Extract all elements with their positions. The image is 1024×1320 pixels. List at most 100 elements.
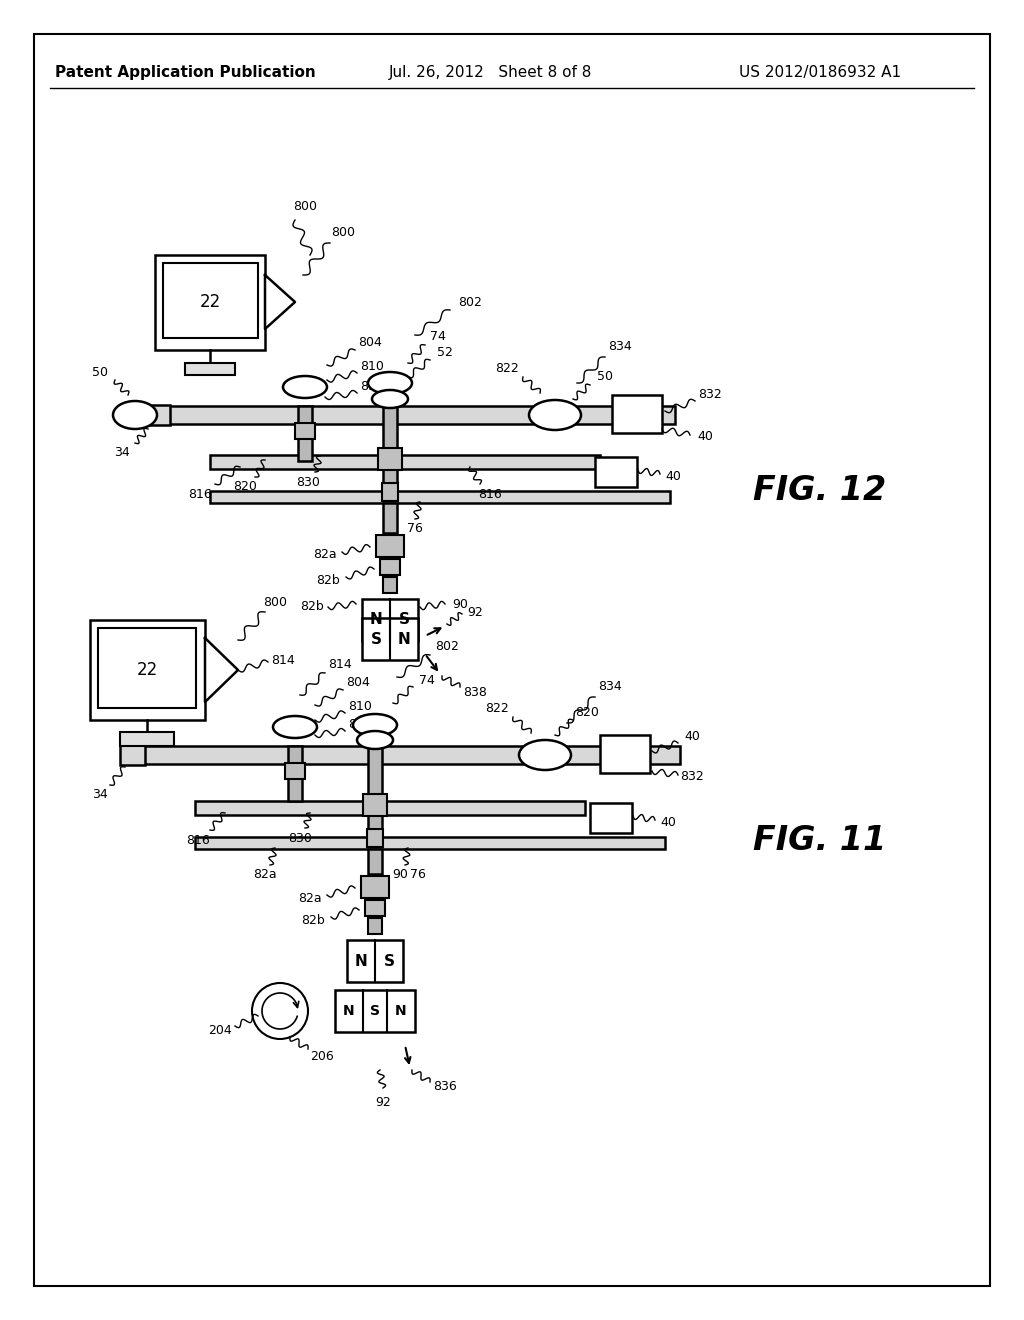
Bar	[185, 363, 234, 375]
Bar	[298, 407, 312, 461]
Text: 816: 816	[478, 487, 502, 500]
Text: 34: 34	[92, 788, 108, 801]
Bar	[595, 457, 637, 487]
Text: 206: 206	[310, 1049, 334, 1063]
Text: 82b: 82b	[316, 573, 340, 586]
Bar	[155, 407, 675, 424]
Bar	[195, 801, 585, 814]
Bar	[382, 483, 398, 502]
Bar	[361, 876, 389, 898]
Text: 90: 90	[452, 598, 468, 610]
Text: 838: 838	[463, 685, 487, 698]
Bar	[210, 491, 670, 503]
Bar	[195, 837, 665, 849]
Text: 40: 40	[697, 430, 713, 444]
Text: N: N	[354, 953, 368, 969]
Text: 802: 802	[435, 640, 459, 653]
Polygon shape	[265, 275, 295, 329]
Text: 834: 834	[598, 681, 622, 693]
Bar	[347, 940, 403, 982]
Circle shape	[252, 983, 308, 1039]
Text: 814: 814	[328, 659, 352, 672]
Text: 82a: 82a	[313, 548, 337, 561]
Ellipse shape	[283, 376, 327, 399]
Text: 82a: 82a	[298, 891, 322, 904]
Ellipse shape	[529, 400, 581, 430]
Text: 816: 816	[186, 833, 210, 846]
Text: 810: 810	[360, 360, 384, 374]
Ellipse shape	[368, 372, 412, 393]
Text: 204: 204	[208, 1024, 231, 1038]
Text: 830: 830	[288, 832, 312, 845]
Text: 76: 76	[410, 869, 426, 882]
Text: 50: 50	[597, 371, 613, 384]
Bar	[288, 746, 302, 801]
Text: 92: 92	[375, 1096, 391, 1109]
Bar	[367, 829, 383, 847]
Bar	[368, 849, 382, 874]
Bar	[210, 455, 600, 469]
Bar	[285, 763, 305, 779]
Text: 830: 830	[296, 475, 319, 488]
Text: S: S	[384, 953, 394, 969]
Text: 40: 40	[660, 816, 676, 829]
Bar	[120, 733, 174, 746]
Text: 820: 820	[233, 480, 257, 494]
Text: 22: 22	[200, 293, 220, 312]
Bar	[590, 803, 632, 833]
Text: 814: 814	[271, 653, 295, 667]
Text: 74: 74	[430, 330, 445, 343]
Bar	[376, 535, 404, 557]
Text: N: N	[370, 612, 382, 627]
Bar	[120, 744, 145, 766]
Ellipse shape	[353, 714, 397, 737]
Bar	[163, 263, 258, 338]
Text: 810: 810	[348, 701, 372, 714]
Text: 74: 74	[419, 673, 435, 686]
Bar	[600, 735, 650, 774]
Text: 834: 834	[608, 341, 632, 354]
Text: N: N	[395, 1005, 407, 1018]
Text: 836: 836	[433, 1081, 457, 1093]
Bar	[612, 395, 662, 433]
Text: N: N	[343, 1005, 354, 1018]
Bar	[145, 405, 170, 425]
Text: 804: 804	[346, 676, 370, 689]
Text: N: N	[397, 631, 411, 647]
Bar	[155, 255, 265, 350]
Text: Patent Application Publication: Patent Application Publication	[54, 65, 315, 79]
Text: 832: 832	[680, 771, 703, 784]
Text: 812: 812	[360, 380, 384, 393]
Text: 22: 22	[136, 661, 158, 678]
Text: 812: 812	[348, 718, 372, 731]
Bar	[362, 599, 418, 642]
Text: 820: 820	[575, 706, 599, 719]
Text: S: S	[398, 612, 410, 627]
Polygon shape	[205, 638, 238, 702]
Bar	[380, 558, 400, 576]
Text: 82b: 82b	[300, 601, 324, 614]
Bar	[383, 503, 397, 533]
Text: 40: 40	[684, 730, 700, 743]
Bar	[365, 900, 385, 916]
Ellipse shape	[519, 741, 571, 770]
Text: 800: 800	[263, 595, 287, 609]
Text: 92: 92	[467, 606, 483, 619]
Ellipse shape	[113, 401, 157, 429]
Bar	[295, 422, 315, 440]
Text: 800: 800	[293, 201, 317, 214]
Text: 90: 90	[392, 869, 408, 882]
Bar	[383, 577, 397, 593]
Bar	[98, 628, 196, 708]
Text: 816: 816	[188, 487, 212, 500]
Text: FIG. 11: FIG. 11	[754, 824, 887, 857]
Text: FIG. 12: FIG. 12	[754, 474, 887, 507]
Ellipse shape	[273, 715, 317, 738]
Text: US 2012/0186932 A1: US 2012/0186932 A1	[739, 65, 901, 79]
Bar	[368, 741, 382, 837]
Text: 50: 50	[92, 367, 108, 380]
Bar	[368, 917, 382, 935]
Text: 82b: 82b	[301, 913, 325, 927]
Text: 52: 52	[437, 346, 453, 359]
Text: 804: 804	[358, 337, 382, 350]
